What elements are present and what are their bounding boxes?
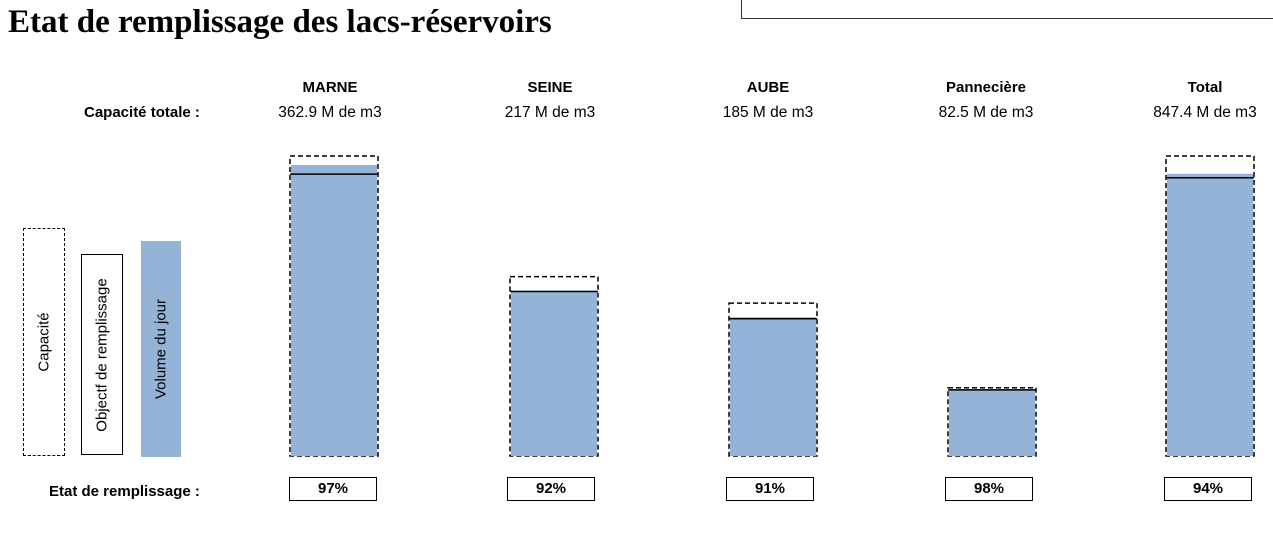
- volume-bar-seine: [511, 290, 597, 456]
- fill-pct-total: 94%: [1164, 477, 1252, 501]
- capacity-bar-seine: [509, 275, 599, 457]
- lake-name-aube: AUBE: [746, 79, 790, 96]
- legend-volume-swatch: Volume du jour: [141, 241, 181, 457]
- fill-pct-marne: 97%: [289, 477, 377, 501]
- volume-bar-total: [1167, 173, 1253, 456]
- fill-pct-seine: 92%: [507, 477, 595, 501]
- capacity-seine: 217 M de m3: [504, 104, 596, 121]
- lake-name-seine: SEINE: [527, 79, 573, 96]
- legend-objective-swatch: Objectf de remplissage: [81, 254, 123, 455]
- volume-bar-marne: [291, 165, 377, 456]
- capacity-row-label: Capacité totale :: [84, 104, 200, 121]
- capacity-total: 847.4 M de m3: [1153, 104, 1257, 121]
- fill-pct-aube: 91%: [726, 477, 814, 501]
- lake-name-marne: MARNE: [302, 79, 358, 96]
- corner-frame: [741, 0, 1273, 19]
- volume-bar-aube: [730, 317, 816, 456]
- capacity-panneciere: 82.5 M de m3: [938, 104, 1034, 121]
- lake-name-total: Total: [1187, 79, 1223, 96]
- legend-capacity-swatch: Capacité: [23, 228, 65, 456]
- capacity-marne: 362.9 M de m3: [278, 104, 382, 121]
- fill-pct-panneciere: 98%: [945, 477, 1033, 501]
- volume-bar-panneciere: [949, 389, 1035, 456]
- fill-row-label: Etat de remplissage :: [49, 483, 200, 500]
- page-title: Etat de remplissage des lacs-réservoirs: [8, 4, 552, 40]
- capacity-aube: 185 M de m3: [722, 104, 814, 121]
- lake-name-panneciere: Pannecière: [945, 79, 1027, 96]
